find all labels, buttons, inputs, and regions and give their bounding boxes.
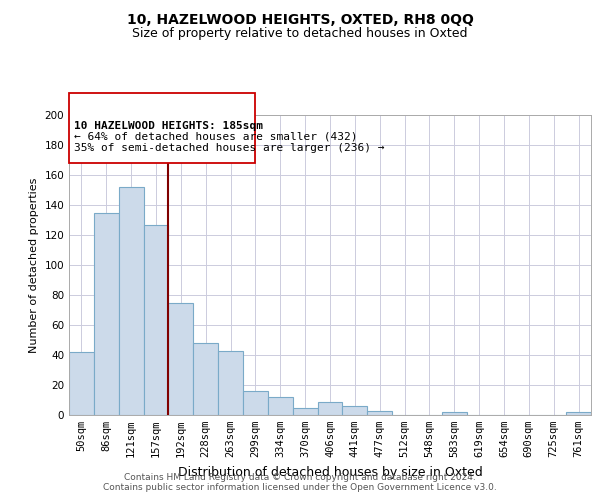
Bar: [343, 406, 367, 415]
Bar: [143, 224, 169, 415]
Y-axis label: Number of detached properties: Number of detached properties: [29, 178, 39, 352]
Text: Size of property relative to detached houses in Oxted: Size of property relative to detached ho…: [132, 28, 468, 40]
Bar: [566, 412, 591, 415]
Bar: [94, 212, 119, 415]
Bar: [218, 350, 243, 415]
Bar: [268, 397, 293, 415]
Text: Contains HM Land Registry data © Crown copyright and database right 2024.
Contai: Contains HM Land Registry data © Crown c…: [103, 473, 497, 492]
Bar: [367, 410, 392, 415]
Bar: [317, 402, 343, 415]
Bar: [169, 302, 193, 415]
Bar: [293, 408, 317, 415]
Bar: [243, 391, 268, 415]
FancyBboxPatch shape: [69, 92, 256, 163]
Text: 35% of semi-detached houses are larger (236) →: 35% of semi-detached houses are larger (…: [74, 143, 385, 153]
Text: ← 64% of detached houses are smaller (432): ← 64% of detached houses are smaller (43…: [74, 132, 358, 141]
Text: 10 HAZELWOOD HEIGHTS: 185sqm: 10 HAZELWOOD HEIGHTS: 185sqm: [74, 121, 263, 131]
Bar: [119, 187, 143, 415]
Bar: [442, 412, 467, 415]
Bar: [69, 352, 94, 415]
Text: 10, HAZELWOOD HEIGHTS, OXTED, RH8 0QQ: 10, HAZELWOOD HEIGHTS, OXTED, RH8 0QQ: [127, 12, 473, 26]
X-axis label: Distribution of detached houses by size in Oxted: Distribution of detached houses by size …: [178, 466, 482, 478]
Bar: [193, 343, 218, 415]
